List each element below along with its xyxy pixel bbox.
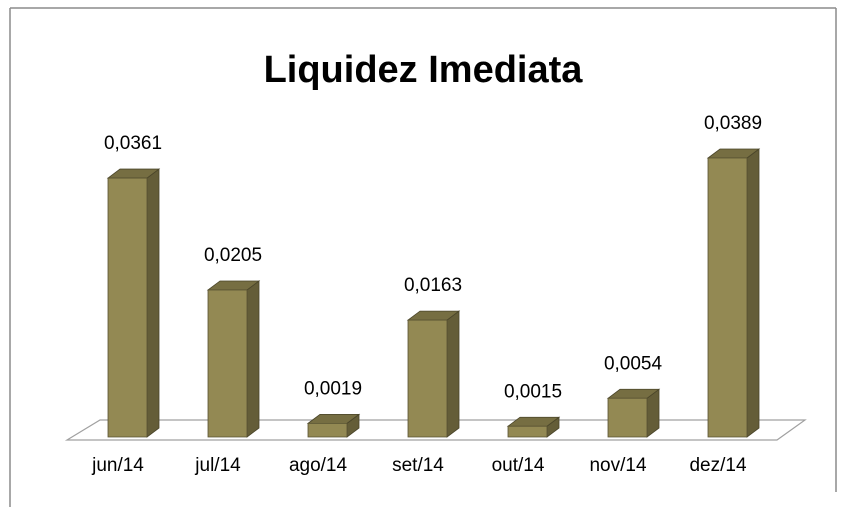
bar bbox=[406, 310, 461, 438]
bar-front bbox=[707, 157, 748, 438]
bar-front bbox=[507, 425, 548, 438]
x-tick-label: set/14 bbox=[392, 455, 444, 476]
x-tick-label: dez/14 bbox=[689, 455, 746, 476]
bar-front bbox=[307, 422, 348, 438]
bar-front bbox=[407, 319, 448, 438]
bar-front bbox=[107, 177, 148, 438]
bar-side bbox=[446, 310, 460, 438]
data-label: 0,0054 bbox=[604, 353, 663, 374]
x-tick-label: ago/14 bbox=[289, 455, 348, 476]
bar bbox=[306, 413, 361, 438]
x-tick-label: jul/14 bbox=[194, 455, 241, 476]
data-label: 0,0389 bbox=[704, 113, 762, 134]
data-label: 0,0163 bbox=[404, 275, 462, 296]
x-tick-label: jun/14 bbox=[91, 455, 144, 476]
data-label: 0,0019 bbox=[304, 378, 362, 399]
x-tick-label: nov/14 bbox=[589, 455, 646, 476]
chart-frame bbox=[9, 7, 837, 507]
data-label: 0,0015 bbox=[504, 381, 562, 402]
bar bbox=[506, 416, 561, 438]
data-label: 0,0361 bbox=[104, 133, 162, 154]
x-tick-label: out/14 bbox=[492, 455, 545, 476]
bar-front bbox=[207, 289, 248, 438]
bar bbox=[706, 148, 761, 438]
bar-front bbox=[607, 397, 648, 438]
bar-side bbox=[146, 168, 160, 438]
data-label: 0,0205 bbox=[204, 245, 262, 266]
bar bbox=[106, 168, 161, 438]
bar bbox=[206, 280, 261, 438]
bar bbox=[606, 388, 661, 438]
chart-title: Liquidez Imediata bbox=[264, 49, 584, 91]
bar-side bbox=[746, 148, 760, 438]
bar-side bbox=[246, 280, 260, 438]
